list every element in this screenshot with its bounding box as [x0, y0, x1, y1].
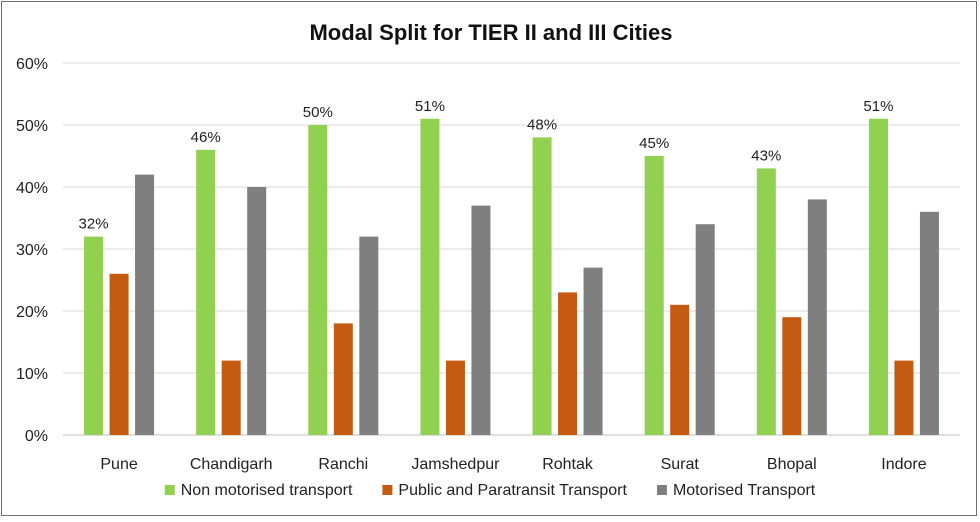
data-label: 45%	[639, 135, 669, 152]
data-label: 48%	[527, 116, 557, 133]
bar	[333, 323, 353, 435]
data-label: 51%	[863, 98, 893, 115]
bar	[308, 125, 328, 435]
x-tick-label: Surat	[661, 456, 700, 473]
bar	[135, 174, 155, 435]
bar	[359, 236, 379, 435]
y-tick-label: 10%	[16, 366, 48, 383]
y-tick-label: 30%	[16, 242, 48, 259]
bar	[583, 267, 603, 435]
x-tick-label: Rohtak	[542, 456, 594, 473]
bar	[695, 224, 715, 435]
bar	[445, 360, 465, 435]
bar	[670, 304, 690, 435]
bar	[868, 118, 888, 436]
bar	[782, 317, 802, 435]
legend-item: Motorised Transport	[656, 482, 816, 499]
x-tick-label: Pune	[100, 456, 137, 473]
x-axis: Pune Chandigarh Ranchi Jamshedpur Rohtak Sura…	[100, 456, 926, 473]
bar	[196, 149, 216, 436]
data-label: 32%	[79, 216, 109, 233]
data-label: 43%	[751, 147, 781, 164]
bar	[84, 236, 104, 435]
y-tick-label: 20%	[16, 304, 48, 321]
bar	[894, 360, 914, 435]
y-axis: 0% 10% 20% 30% 40% 50% 60%	[16, 56, 48, 445]
bar	[420, 118, 440, 436]
legend-label: Non motorised transport	[181, 482, 353, 499]
x-tick-label: Jamshedpur	[411, 456, 500, 473]
legend-swatch	[164, 485, 175, 495]
x-tick-label: Bhopal	[767, 456, 817, 473]
bar	[109, 273, 129, 435]
x-tick-label: Chandigarh	[190, 456, 273, 473]
x-tick-label: Indore	[881, 456, 926, 473]
y-tick-label: 0%	[25, 428, 48, 445]
bar	[644, 156, 664, 435]
bar	[756, 168, 776, 435]
legend-swatch	[656, 485, 667, 495]
bar	[919, 211, 939, 435]
y-tick-label: 40%	[16, 180, 48, 197]
legend-label: Public and Paratransit Transport	[398, 482, 627, 499]
data-label: 46%	[191, 129, 221, 146]
bars	[84, 118, 939, 436]
bar	[247, 187, 267, 435]
bar	[221, 360, 241, 435]
legend: Non motorised transport Public and Paratr…	[164, 482, 816, 499]
y-tick-label: 50%	[16, 118, 48, 135]
x-tick-label: Ranchi	[318, 456, 368, 473]
legend-label: Motorised Transport	[673, 482, 816, 499]
legend-item: Non motorised transport	[164, 482, 353, 499]
bar	[532, 137, 552, 435]
data-label: 51%	[415, 98, 445, 115]
legend-swatch	[382, 485, 393, 495]
bar	[807, 199, 827, 435]
bar	[471, 205, 491, 435]
chart-title: Modal Split for TIER II and III Cities	[309, 20, 672, 45]
data-label: 50%	[303, 104, 333, 121]
data-labels: 32% 46% 50% 51% 48% 45% 43% 51%	[79, 98, 894, 233]
y-tick-label: 60%	[16, 56, 48, 73]
legend-item: Public and Paratransit Transport	[382, 482, 628, 499]
bar	[558, 292, 578, 435]
